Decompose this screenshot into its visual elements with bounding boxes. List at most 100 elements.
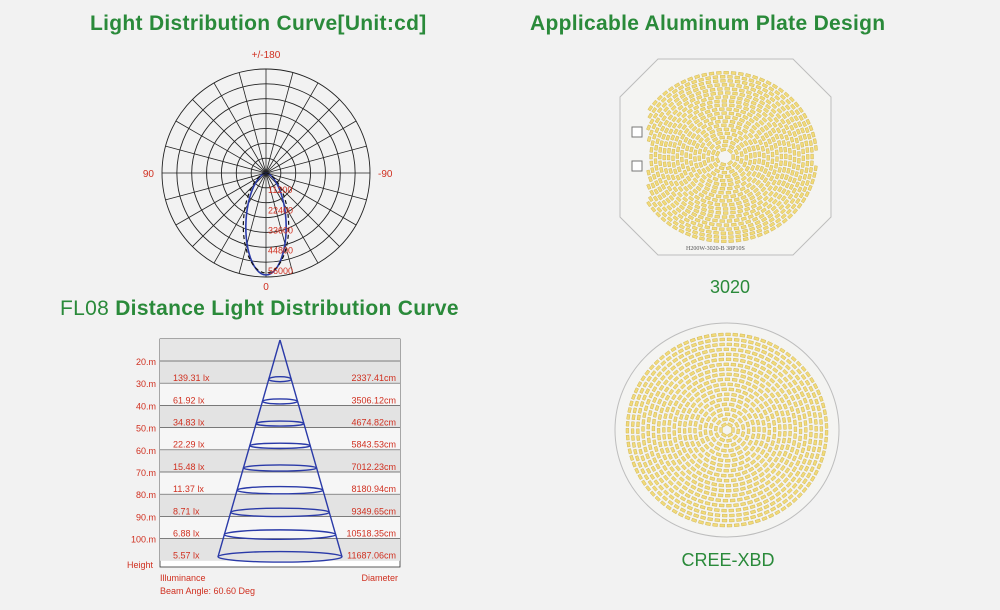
led-chip	[707, 517, 713, 522]
led-chip	[758, 413, 764, 420]
led-chip	[804, 427, 808, 433]
led-chip	[731, 392, 737, 397]
led-chip	[675, 174, 681, 181]
led-chip	[767, 406, 773, 413]
led-chip	[763, 504, 770, 510]
plate-design-title: Applicable Aluminum Plate Design	[530, 12, 886, 35]
led-chip	[762, 87, 769, 93]
led-chip	[681, 106, 688, 113]
led-chip	[667, 161, 672, 168]
led-chip	[718, 352, 725, 357]
led-chip	[640, 375, 646, 382]
led-chip	[773, 208, 780, 215]
led-chip	[686, 499, 693, 505]
led-chip	[700, 211, 706, 216]
led-chip	[770, 151, 775, 158]
led-chip	[684, 345, 691, 351]
led-chip	[713, 124, 720, 129]
led-chip	[710, 411, 717, 417]
led-chip	[736, 410, 743, 417]
beam-ellipse	[249, 442, 311, 450]
led-chip	[648, 382, 654, 389]
led-chip	[762, 498, 769, 505]
led-chip	[665, 406, 670, 413]
led-chip	[735, 144, 742, 151]
led-chip	[802, 478, 808, 485]
led-chip	[718, 483, 724, 488]
led-chip	[756, 129, 763, 136]
led-chip	[762, 201, 769, 208]
led-chip	[677, 104, 684, 111]
led-chip	[679, 440, 684, 447]
distance-illuminance-value: 5.57 lx	[173, 551, 200, 561]
led-chip	[806, 154, 810, 160]
led-chip	[733, 503, 739, 508]
led-chip	[746, 146, 752, 153]
distance-diameter-value: 8180.94cm	[351, 484, 396, 494]
led-chip	[695, 128, 702, 134]
led-chip	[662, 434, 667, 440]
led-chip	[697, 111, 704, 118]
led-chip	[770, 475, 777, 482]
angle-label-bottom: 0	[263, 282, 269, 293]
led-chip	[736, 104, 742, 109]
led-chip	[728, 387, 735, 392]
led-chip	[741, 424, 746, 430]
led-chip	[749, 208, 756, 214]
led-chip	[677, 449, 683, 456]
led-chip	[806, 445, 811, 452]
led-chip	[749, 195, 756, 201]
led-chip	[785, 189, 791, 196]
led-chip	[770, 468, 777, 475]
led-chip	[766, 363, 773, 369]
led-chip	[673, 416, 678, 423]
led-chip	[770, 205, 777, 212]
led-chip	[767, 213, 774, 219]
led-chip	[732, 493, 738, 498]
led-chip	[752, 487, 759, 493]
radial-label: 44800	[268, 246, 293, 256]
led-chip	[742, 390, 749, 396]
led-chip	[676, 343, 683, 349]
led-chip	[647, 459, 653, 466]
polar-spoke	[265, 172, 319, 264]
led-chip	[758, 77, 765, 83]
led-chip	[724, 464, 730, 468]
polar-spoke	[265, 82, 319, 174]
led-chip	[646, 183, 652, 190]
led-chip	[739, 491, 745, 497]
led-chip	[813, 469, 819, 476]
led-chip	[671, 116, 678, 123]
led-chip	[779, 360, 786, 366]
led-chip	[660, 360, 667, 366]
led-chip	[655, 211, 662, 218]
led-chip	[714, 83, 720, 87]
led-chip	[664, 189, 670, 196]
led-chip	[717, 463, 723, 468]
distance-illuminance-value: 22.29 lx	[173, 440, 205, 450]
led-chip	[717, 115, 724, 120]
led-chip	[726, 438, 732, 443]
led-chip	[798, 192, 805, 199]
led-chip	[641, 419, 646, 425]
beam-ellipse	[268, 376, 292, 383]
led-chip	[775, 496, 782, 503]
led-chip	[731, 427, 735, 433]
led-chip	[696, 383, 703, 390]
led-chip	[779, 444, 785, 451]
led-chip	[626, 414, 631, 420]
led-chip	[694, 391, 701, 398]
led-chip	[752, 96, 759, 103]
led-chip	[762, 177, 769, 184]
led-chip	[663, 413, 668, 420]
led-chip	[744, 206, 751, 212]
led-chip	[789, 406, 795, 412]
distance-illuminance-value: 11.37 lx	[173, 484, 204, 494]
led-chip	[743, 148, 748, 154]
led-chip	[679, 470, 686, 477]
led-chip	[655, 101, 662, 108]
led-chip	[754, 518, 761, 524]
led-chip	[725, 91, 731, 95]
led-chip	[785, 98, 792, 105]
led-chip	[667, 147, 671, 154]
